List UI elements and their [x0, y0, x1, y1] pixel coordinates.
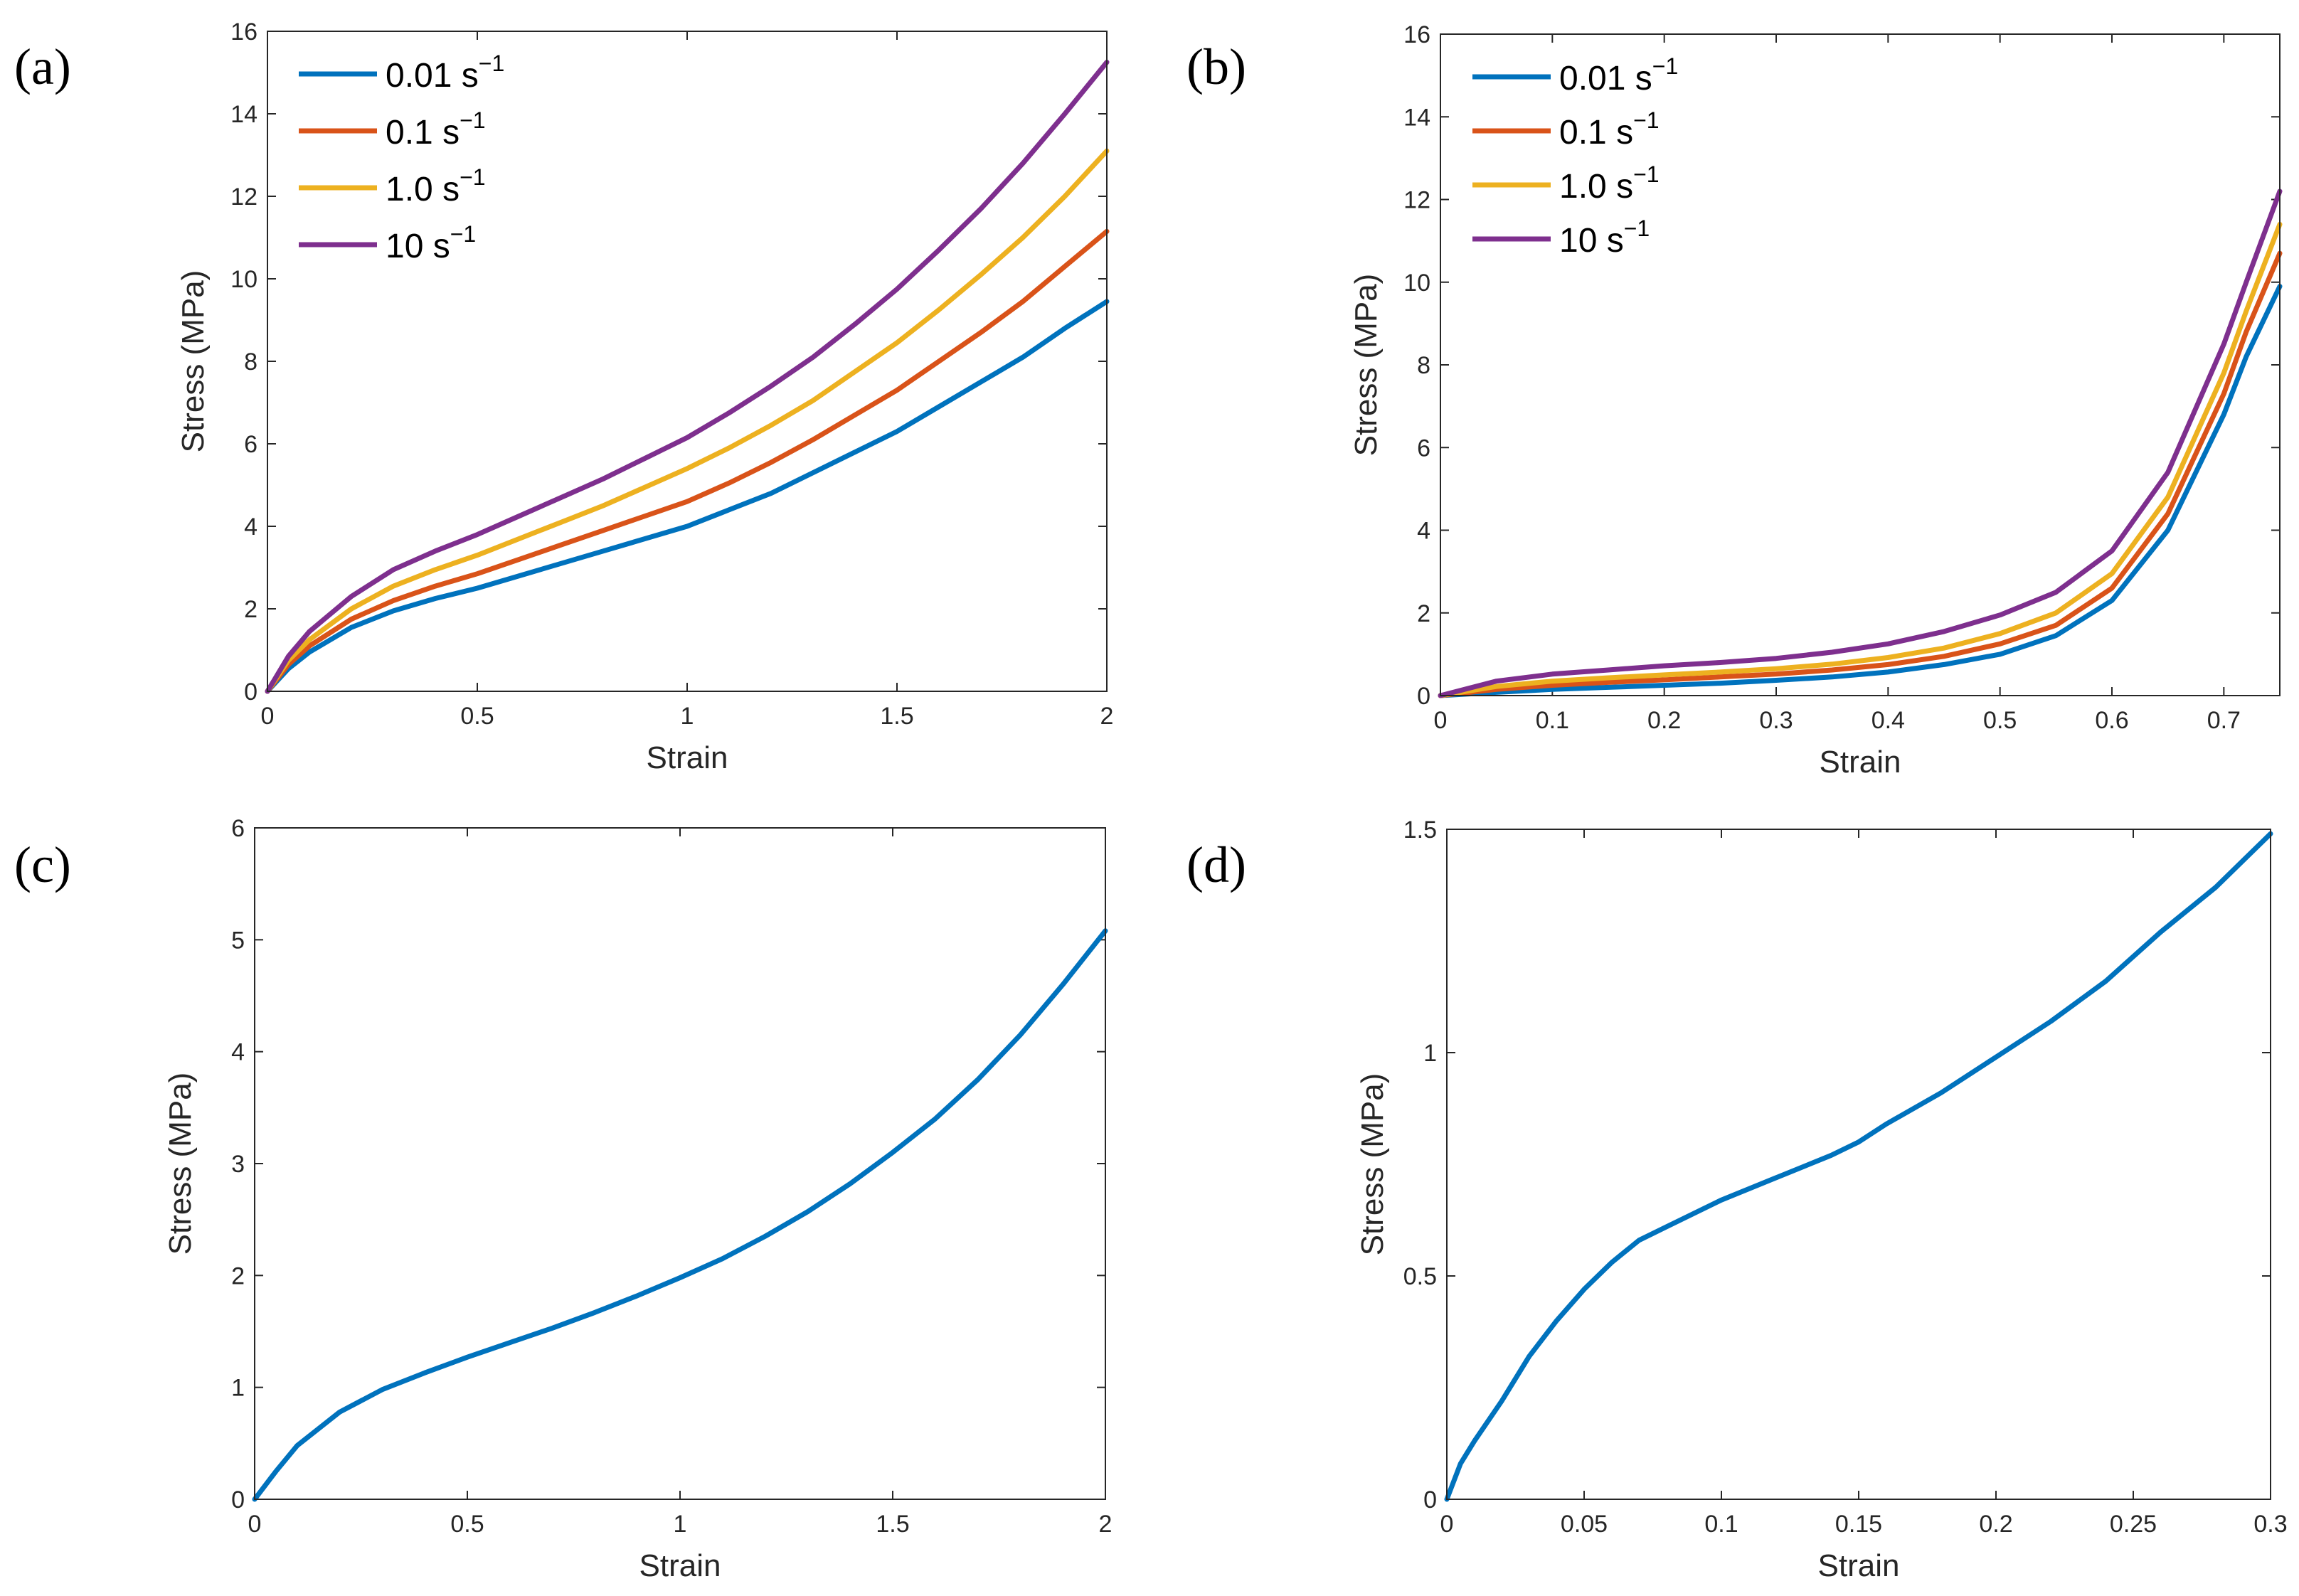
y-tick-label: 0: [1423, 1486, 1437, 1513]
x-tick-label: 0.2: [1979, 1511, 2012, 1538]
legend-entry-label: 0.1 s−1: [1559, 107, 1660, 151]
legend-exponent: −1: [1624, 216, 1650, 241]
x-tick-label: 0: [1434, 707, 1448, 734]
plot-frame: [1440, 33, 2281, 696]
y-axis-title: Stress (MPa): [176, 270, 211, 453]
plot-frame: [267, 31, 1108, 692]
legend-exponent: −1: [460, 107, 485, 133]
x-tick-label: 2: [1100, 703, 1114, 730]
x-axis-title: Strain: [639, 1548, 721, 1583]
y-tick-label: 0: [1417, 683, 1430, 710]
series-line-stress: [252, 928, 1108, 1502]
x-tick-label: 1.5: [876, 1511, 909, 1538]
y-axis-title: Stress (MPa): [1349, 274, 1384, 457]
legend-exponent: −1: [1652, 53, 1678, 79]
plot-area: [1447, 829, 2271, 1499]
series-line-10: [265, 60, 1110, 694]
series-line-0-01: [265, 299, 1110, 694]
x-tick-label: 0.4: [1871, 707, 1905, 734]
legend-exponent: −1: [450, 221, 476, 247]
y-tick-label: 2: [1417, 600, 1430, 627]
y-tick-label: 1: [1423, 1040, 1437, 1067]
x-tick-label: 0.5: [1983, 707, 2017, 734]
x-tick-label: 0.05: [1561, 1511, 1608, 1538]
x-tick-label: 0.2: [1647, 707, 1681, 734]
x-tick-label: 0.1: [1536, 707, 1569, 734]
x-axis-title: Strain: [647, 740, 728, 775]
x-tick-label: 0.3: [1759, 707, 1793, 734]
y-tick-label: 10: [1403, 270, 1430, 297]
y-tick-label: 10: [230, 266, 257, 293]
panel-label-b: (b): [1186, 38, 1246, 95]
x-axis-title: Strain: [1820, 745, 1901, 780]
chart-panel-d: 0 0.05 0.1 0.15 0.2 0.25 0.3 0 0.5 1 1.5 Strain Stre…: [1355, 816, 2288, 1583]
x-tick-label: 0.15: [1835, 1511, 1882, 1538]
y-tick-label: 6: [244, 431, 257, 458]
series-line-1-0: [265, 148, 1110, 694]
series-line-1-0: [1438, 221, 2283, 698]
x-tick-label: 0: [261, 703, 275, 730]
plot-frame: [254, 827, 1106, 1500]
y-tick-label: 16: [230, 18, 257, 46]
panel-label-a: (a): [14, 38, 71, 95]
y-tick-label: 8: [244, 349, 257, 376]
x-axis-title: Strain: [1818, 1548, 1900, 1583]
x-tick-label: 0.5: [450, 1511, 484, 1538]
legend-entry-label: 0.1 s−1: [386, 107, 486, 151]
x-tick-label: 0.1: [1704, 1511, 1738, 1538]
x-tick-label: 1.5: [880, 703, 913, 730]
y-tick-label: 5: [231, 927, 245, 954]
y-tick-label: 2: [231, 1262, 245, 1289]
series-line-0-01: [1438, 284, 2283, 698]
plot-area: [255, 828, 1105, 1499]
x-tick-label: 0.5: [460, 703, 494, 730]
plot-frame: [1446, 829, 2271, 1500]
legend-exponent: −1: [1633, 161, 1659, 187]
y-tick-label: 12: [230, 183, 257, 211]
series-line-0-1: [1438, 250, 2283, 698]
y-axis-title: Stress (MPa): [1355, 1073, 1390, 1256]
legend-exponent: −1: [1633, 107, 1659, 133]
x-tick-label: 0.25: [2110, 1511, 2157, 1538]
x-tick-label: 2: [1099, 1511, 1113, 1538]
y-tick-label: 16: [1403, 21, 1430, 48]
plot-area: [1440, 34, 2280, 696]
chart-panel-c: 0 0.5 1 1.5 2 0 1 2 3 4 5 6 Strain Stress (MPa): [163, 815, 1112, 1583]
y-tick-label: 6: [1417, 435, 1430, 462]
chart-panel-a: 0 0.5 1 1.5 2 0 2 4 6 8 10 12 14 16 Strain Stress (MPa)…: [176, 18, 1113, 775]
y-tick-label: 4: [231, 1039, 245, 1066]
x-tick-label: 1: [674, 1511, 687, 1538]
y-axis-title: Stress (MPa): [163, 1073, 198, 1255]
y-tick-label: 14: [1403, 104, 1430, 131]
y-tick-label: 2: [244, 596, 257, 623]
panel-label-d: (d): [1186, 836, 1246, 893]
y-tick-label: 0: [231, 1486, 245, 1513]
x-tick-label: 0: [1440, 1511, 1454, 1538]
y-tick-label: 1: [231, 1375, 245, 1402]
x-tick-label: 0.3: [2253, 1511, 2287, 1538]
y-tick-label: 4: [1417, 518, 1430, 545]
legend-exponent: −1: [479, 50, 504, 76]
panel-label-c: (c): [14, 836, 71, 893]
series-line-10: [1438, 188, 2283, 698]
chart-panel-b: 0 0.1 0.2 0.3 0.4 0.5 0.6 0.7 0 2 4 6 8 10 12 14 16 Strai…: [1349, 21, 2283, 780]
y-tick-label: 8: [1417, 352, 1430, 379]
y-tick-label: 3: [231, 1151, 245, 1178]
y-tick-label: 4: [244, 514, 257, 541]
y-tick-label: 14: [230, 101, 257, 128]
y-tick-label: 1.5: [1403, 816, 1437, 844]
legend: 0.01 s−10.1 s−11.0 s−110 s−1: [1472, 53, 1678, 260]
y-tick-label: 0.5: [1403, 1263, 1437, 1290]
x-tick-label: 0.6: [2095, 707, 2128, 734]
series-line-stress: [1444, 831, 2273, 1502]
x-tick-label: 0: [248, 1511, 262, 1538]
series-line-0-1: [265, 228, 1110, 694]
y-tick-label: 6: [231, 815, 245, 842]
x-tick-label: 1: [681, 703, 694, 730]
y-tick-label: 12: [1403, 187, 1430, 214]
y-tick-label: 0: [244, 679, 257, 706]
x-tick-label: 0.7: [2207, 707, 2241, 734]
legend-exponent: −1: [460, 164, 485, 190]
